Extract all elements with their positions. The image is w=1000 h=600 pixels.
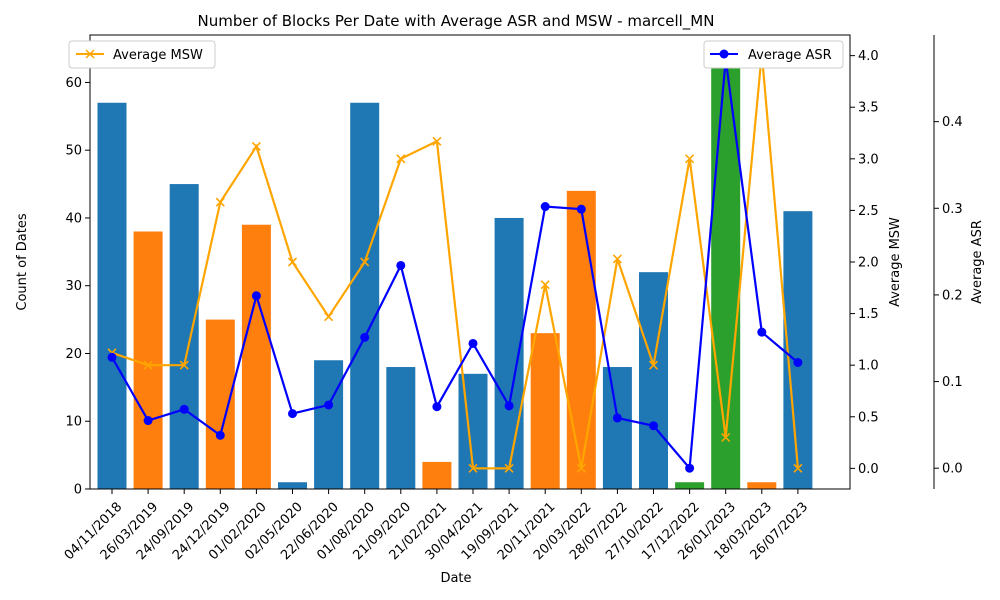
asr-point xyxy=(649,421,658,431)
msw-point xyxy=(612,254,622,264)
bar xyxy=(133,231,163,490)
msw-point xyxy=(504,463,514,473)
left-tick-label: 0 xyxy=(74,483,82,498)
chart-title: Number of Blocks Per Date with Average A… xyxy=(198,12,715,31)
asr-point xyxy=(251,291,261,301)
asr-tick-label: 0.1 xyxy=(942,375,963,390)
left-tick-label: 40 xyxy=(65,211,82,226)
left-tick-label: 20 xyxy=(65,347,82,362)
asr-point xyxy=(468,338,478,348)
bar xyxy=(747,482,777,489)
msw-series xyxy=(107,49,803,473)
msw-point xyxy=(215,197,225,207)
asr-point xyxy=(612,413,622,423)
asr-point xyxy=(360,332,370,342)
msw-point xyxy=(396,154,406,164)
legend-asr-frame xyxy=(703,40,844,69)
bar xyxy=(278,482,307,489)
asr-point xyxy=(685,463,695,473)
legend-asr: Average ASR xyxy=(703,40,844,69)
asr-tick-label: 0.2 xyxy=(942,288,963,303)
asr-point xyxy=(757,327,767,337)
asr-tick-label: 0.0 xyxy=(942,462,963,477)
asr-point xyxy=(179,404,189,414)
bar xyxy=(350,102,380,489)
bar xyxy=(169,184,199,489)
msw-axis-ticks: 0.0 0.5 1.0 1.5 2.0 2.5 3.0 3.5 4.0 xyxy=(850,49,879,477)
asr-point xyxy=(288,409,297,419)
bar xyxy=(602,367,632,489)
legend-msw-label: Average MSW xyxy=(113,48,203,63)
msw-tick-label: 3.0 xyxy=(858,152,879,167)
bar-series xyxy=(97,55,813,490)
msw-tick-label: 4.0 xyxy=(858,49,879,64)
msw-point xyxy=(685,154,695,164)
asr-point xyxy=(540,202,550,212)
legend-asr-marker xyxy=(719,49,729,59)
legend-msw: Average MSW xyxy=(68,40,216,69)
left-axis-ticks: 0 10 20 30 40 50 60 xyxy=(65,76,90,498)
left-axis-label: Count of Dates xyxy=(15,213,30,310)
msw-tick-label: 3.5 xyxy=(858,101,879,116)
bar xyxy=(241,224,271,490)
legend-msw-frame xyxy=(68,40,216,69)
asr-tick-label: 0.4 xyxy=(942,115,963,130)
msw-tick-label: 1.0 xyxy=(858,359,879,374)
msw-tick-label: 0.0 xyxy=(858,462,879,477)
left-tick-label: 50 xyxy=(65,144,82,159)
bar xyxy=(711,55,741,489)
msw-point xyxy=(251,141,261,152)
msw-point xyxy=(576,463,586,473)
asr-point xyxy=(432,402,442,412)
x-axis-label: Date xyxy=(440,571,471,586)
asr-point xyxy=(793,358,803,368)
asr-point xyxy=(215,430,225,440)
msw-point xyxy=(721,432,731,442)
x-axis-ticks: 04/11/201826/03/201924/09/201924/12/2019… xyxy=(62,489,811,563)
legend-asr-label: Average ASR xyxy=(748,48,832,63)
left-tick-label: 10 xyxy=(65,415,82,430)
bar xyxy=(205,319,235,489)
msw-point xyxy=(648,360,659,370)
bar xyxy=(458,373,488,489)
msw-axis-label: Average MSW xyxy=(888,217,903,307)
msw-tick-label: 0.5 xyxy=(858,410,879,425)
msw-tick-label: 1.5 xyxy=(858,307,879,322)
legend-msw-marker xyxy=(85,49,95,59)
msw-point xyxy=(793,463,803,473)
asr-point xyxy=(143,416,153,426)
bar xyxy=(530,333,560,489)
bar xyxy=(386,367,416,489)
bar xyxy=(675,482,705,489)
asr-point xyxy=(324,400,334,410)
asr-point xyxy=(576,204,586,214)
asr-line xyxy=(111,59,799,471)
msw-tick-label: 2.5 xyxy=(858,204,879,219)
asr-point xyxy=(107,352,117,362)
asr-point xyxy=(396,260,406,270)
asr-point xyxy=(504,401,514,411)
msw-point xyxy=(432,136,442,146)
left-tick-label: 60 xyxy=(65,76,82,91)
msw-line xyxy=(111,53,799,470)
msw-point xyxy=(179,360,189,370)
msw-point xyxy=(540,280,550,290)
bar xyxy=(566,190,596,489)
bar xyxy=(97,102,127,489)
msw-point xyxy=(468,463,478,473)
asr-tick-label: 0.3 xyxy=(942,202,963,217)
bar xyxy=(422,461,452,489)
asr-axis-ticks: 0.0 0.1 0.2 0.3 0.4 xyxy=(934,115,963,477)
left-tick-label: 30 xyxy=(65,279,82,294)
msw-point xyxy=(324,312,334,322)
bar xyxy=(314,360,344,489)
msw-point xyxy=(143,360,153,370)
asr-axis-label: Average ASR xyxy=(970,220,985,304)
msw-point xyxy=(360,257,370,267)
msw-tick-label: 2.0 xyxy=(858,256,879,271)
msw-point xyxy=(287,257,298,267)
